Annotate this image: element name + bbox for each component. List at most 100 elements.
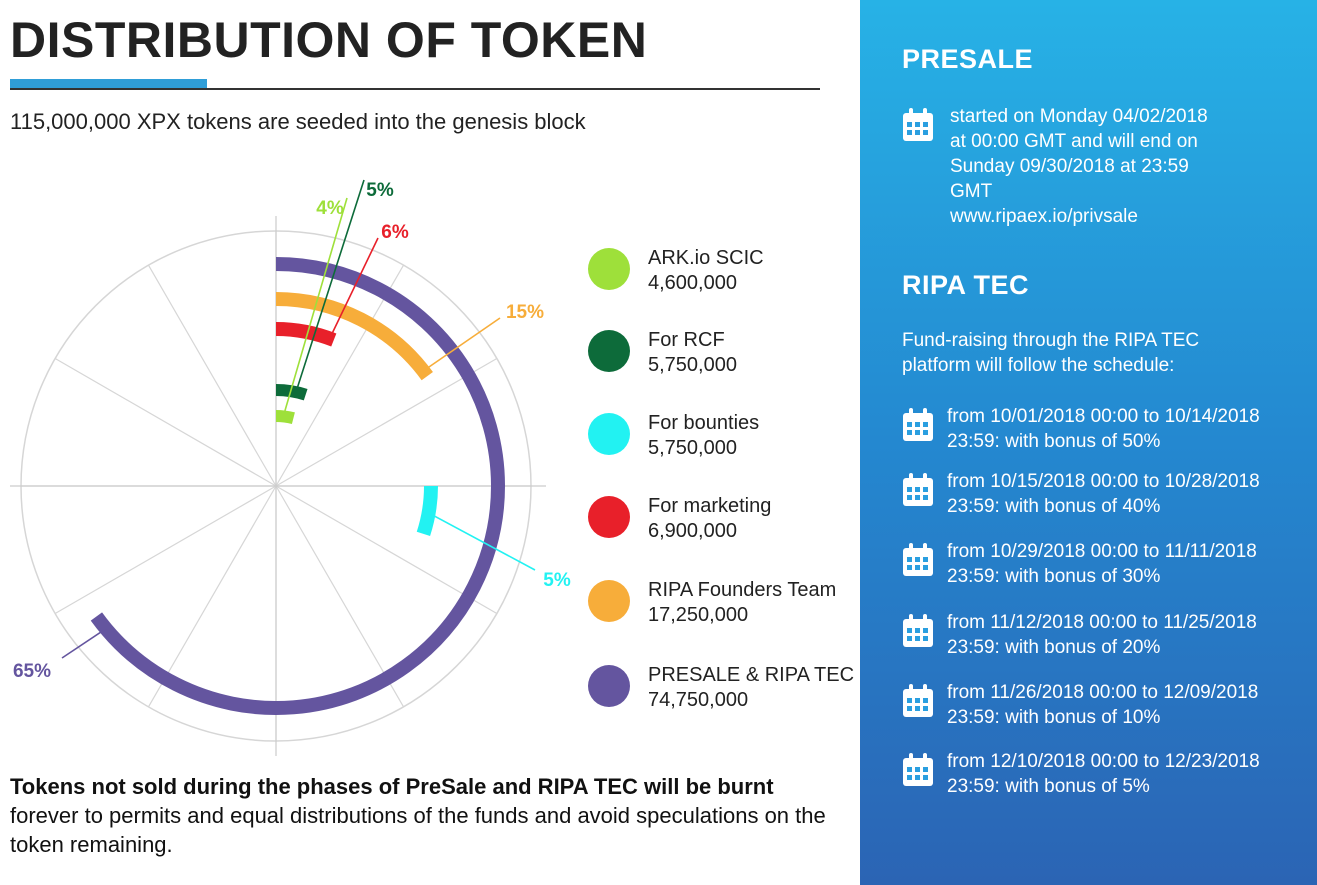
legend-item-ark: ARK.io SCIC 4,600,000 xyxy=(588,244,858,304)
legend-swatch-rcf xyxy=(588,330,630,372)
presale-line: Sunday 09/30/2018 at 23:59 xyxy=(950,156,1189,177)
legend-item-marketing: For marketing 6,900,000 xyxy=(588,492,858,552)
leader-line-rcf xyxy=(295,179,365,393)
legend-item-founders: RIPA Founders Team 17,250,000 xyxy=(588,576,858,636)
sale-info-panel: PRESALE started on Monday 04/02/2018 at … xyxy=(860,0,1317,885)
schedule-line2: 23:59: with bonus of 5% xyxy=(947,776,1150,797)
percent-label-rcf: 5% xyxy=(366,180,394,201)
ripa-tec-intro: Fund-raising through the RIPA TEC platfo… xyxy=(902,328,1199,378)
schedule-item: from 10/29/2018 00:00 to 11/11/2018 23:5… xyxy=(860,539,1317,599)
presale-line: at 00:00 GMT and will end on xyxy=(950,131,1198,152)
ripa-intro-line: Fund-raising through the RIPA TEC xyxy=(902,330,1200,351)
presale-line: started on Monday 04/02/2018 xyxy=(950,106,1208,127)
calendar-icon xyxy=(903,408,933,441)
legend-item-bounties: For bounties 5,750,000 xyxy=(588,409,858,469)
schedule-text: from 10/29/2018 00:00 to 11/11/2018 23:5… xyxy=(947,539,1257,589)
legend-swatch-bounties xyxy=(588,413,630,455)
schedule-line2: 23:59: with bonus of 10% xyxy=(947,707,1161,728)
percent-label-marketing: 6% xyxy=(381,222,409,243)
legend-item-rcf: For RCF 5,750,000 xyxy=(588,326,858,386)
schedule-text: from 12/10/2018 00:00 to 12/23/2018 23:5… xyxy=(947,749,1260,799)
calendar-icon xyxy=(903,543,933,576)
presale-line: GMT xyxy=(950,181,993,202)
leader-line-marketing xyxy=(328,237,379,339)
schedule-item: from 11/12/2018 00:00 to 11/25/2018 23:5… xyxy=(860,610,1317,670)
schedule-line1: from 10/29/2018 00:00 to 11/11/2018 xyxy=(947,541,1257,562)
arc-ark xyxy=(275,410,295,425)
grid-spoke xyxy=(275,264,405,487)
schedule-line1: from 11/26/2018 00:00 to 12/09/2018 xyxy=(947,682,1259,703)
legend-value-rcf: 5,750,000 xyxy=(648,354,737,376)
presale-details: started on Monday 04/02/2018 at 00:00 GM… xyxy=(950,104,1208,229)
arc-presale xyxy=(90,257,505,715)
title-accent-bar xyxy=(10,79,207,88)
ripa-intro-line: platform will follow the schedule: xyxy=(902,355,1175,376)
legend-label-rcf: For RCF xyxy=(648,329,725,351)
page-title: DISTRIBUTION OF TOKEN xyxy=(10,12,648,68)
grid-spoke xyxy=(275,357,498,487)
arc-bounties xyxy=(416,485,438,537)
presale-heading: PRESALE xyxy=(902,44,1034,74)
legend-swatch-presale xyxy=(588,665,630,707)
distribution-chart: 4% 5% 6% 15% 5% 65% xyxy=(10,179,571,756)
legend-label-founders: RIPA Founders Team xyxy=(648,579,837,601)
leader-line-presale xyxy=(61,628,107,659)
legend-value-presale: 74,750,000 xyxy=(648,689,749,711)
calendar-icon xyxy=(903,753,933,786)
schedule-line2: 23:59: with bonus of 20% xyxy=(947,637,1161,658)
genesis-subtitle: 115,000,000 XPX tokens are seeded into t… xyxy=(10,109,586,134)
schedule-line1: from 11/12/2018 00:00 to 11/25/2018 xyxy=(947,612,1257,633)
leader-line-founders xyxy=(422,317,501,372)
schedule-text: from 11/26/2018 00:00 to 12/09/2018 23:5… xyxy=(947,680,1258,730)
schedule-line1: from 10/15/2018 00:00 to 10/28/2018 xyxy=(947,471,1260,492)
calendar-icon xyxy=(903,473,933,506)
burn-note-bold: Tokens not sold during the phases of Pre… xyxy=(10,774,774,799)
legend-value-marketing: 6,900,000 xyxy=(648,520,737,542)
arc-founders xyxy=(275,292,433,381)
legend-value-bounties: 5,750,000 xyxy=(648,437,737,459)
schedule-item: from 10/15/2018 00:00 to 10/28/2018 23:5… xyxy=(860,469,1317,529)
ripa-tec-heading: RIPA TEC xyxy=(902,270,1030,300)
percent-label-presale: 65% xyxy=(13,661,51,682)
legend-swatch-founders xyxy=(588,580,630,622)
grid-spoke xyxy=(275,485,405,708)
schedule-text: from 10/15/2018 00:00 to 10/28/2018 23:5… xyxy=(947,469,1260,519)
legend-label-ark: ARK.io SCIC xyxy=(648,247,764,269)
calendar-icon xyxy=(903,108,933,141)
schedule-item: from 11/26/2018 00:00 to 12/09/2018 23:5… xyxy=(860,680,1317,740)
grid-spoke xyxy=(54,485,277,615)
legend-label-presale: PRESALE & RIPA TEC xyxy=(648,664,855,686)
leader-line-ark xyxy=(282,197,348,417)
presale-link[interactable]: www.ripaex.io/privsale xyxy=(950,206,1138,227)
grid-spoke xyxy=(275,485,498,615)
percent-label-founders: 15% xyxy=(506,302,544,323)
legend-value-ark: 4,600,000 xyxy=(648,272,737,294)
calendar-icon xyxy=(903,684,933,717)
schedule-line2: 23:59: with bonus of 30% xyxy=(947,566,1161,587)
schedule-item: from 10/01/2018 00:00 to 10/14/2018 23:5… xyxy=(860,404,1317,464)
legend-swatch-marketing xyxy=(588,496,630,538)
leader-line-bounties xyxy=(428,512,536,571)
schedule-text: from 10/01/2018 00:00 to 10/14/2018 23:5… xyxy=(947,404,1260,454)
grid-spoke xyxy=(147,485,277,708)
grid-spoke xyxy=(54,357,277,487)
calendar-icon xyxy=(903,614,933,647)
burn-note: Tokens not sold during the phases of Pre… xyxy=(10,772,830,859)
grid-spoke xyxy=(147,264,277,487)
percent-label-bounties: 5% xyxy=(543,570,571,591)
legend-item-presale: PRESALE & RIPA TEC 74,750,000 xyxy=(588,661,858,721)
title-underline xyxy=(10,88,820,90)
schedule-item: from 12/10/2018 00:00 to 12/23/2018 23:5… xyxy=(860,749,1317,809)
schedule-text: from 11/12/2018 00:00 to 11/25/2018 23:5… xyxy=(947,610,1257,660)
percent-label-ark: 4% xyxy=(316,198,344,219)
schedule-line2: 23:59: with bonus of 40% xyxy=(947,496,1161,517)
schedule-line2: 23:59: with bonus of 50% xyxy=(947,431,1161,452)
arc-marketing xyxy=(275,322,337,347)
legend-label-bounties: For bounties xyxy=(648,412,760,434)
burn-note-rest: forever to permits and equal distributio… xyxy=(10,803,826,857)
schedule-line1: from 10/01/2018 00:00 to 10/14/2018 xyxy=(947,406,1260,427)
legend-swatch-ark xyxy=(588,248,630,290)
legend-value-founders: 17,250,000 xyxy=(648,604,749,626)
schedule-line1: from 12/10/2018 00:00 to 12/23/2018 xyxy=(947,751,1260,772)
legend-label-marketing: For marketing xyxy=(648,495,772,517)
